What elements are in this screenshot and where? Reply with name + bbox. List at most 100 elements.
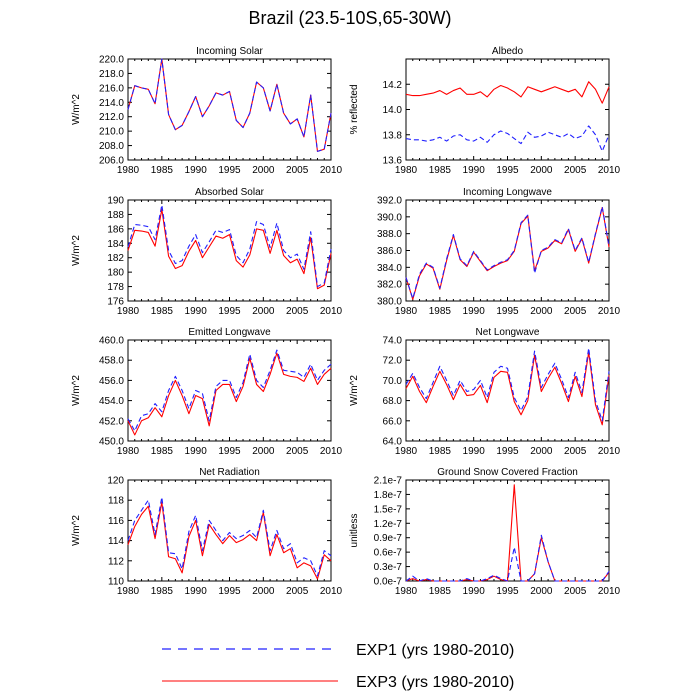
y-tick-label: 66.0: [383, 416, 403, 427]
x-tick-label: 1985: [151, 165, 174, 176]
panel-incoming-solar: Incoming Solar W/m^2 206.0 208.0 210.0 212.0 2…: [71, 46, 343, 176]
series-line-exp3: [127, 208, 332, 290]
y-tick-label: 1.8e-7: [374, 490, 403, 501]
y-tick-label: 14.2: [383, 80, 403, 91]
x-tick-label: 2000: [252, 165, 275, 176]
y-tick-label: 114: [108, 536, 124, 547]
x-tick-label: 1990: [463, 586, 486, 597]
legend-exp3-label: EXP3 (yrs 1980-2010): [356, 674, 514, 691]
y-tick-label: 13.6: [383, 156, 403, 167]
x-tick-label: 1980: [395, 165, 418, 176]
y-tick-label: 188: [107, 210, 124, 221]
x-tick-label: 2005: [564, 446, 587, 457]
x-tick-label: 1980: [395, 306, 418, 317]
x-tick-label: 1980: [395, 586, 418, 597]
y-tick-label: 72.0: [383, 356, 403, 367]
y-tick-label: 74.0: [383, 336, 403, 347]
y-tick-label: 458.0: [99, 356, 124, 367]
x-tick-label: 1995: [496, 586, 519, 597]
y-tick-label: 14.0: [383, 105, 403, 116]
series-line-exp1: [405, 125, 610, 152]
x-tick-label: 2005: [564, 165, 587, 176]
x-tick-label: 2000: [252, 586, 275, 597]
panel-title: Ground Snow Covered Fraction: [437, 467, 578, 478]
x-tick-label: 1990: [185, 306, 208, 317]
x-tick-label: 2010: [320, 306, 343, 317]
panel-incoming-longwave: Incoming Longwave 380.0 382.0 384.0 386.0 388…: [377, 187, 621, 317]
y-tick-label: 13.8: [383, 130, 403, 141]
y-tick-label: 120: [107, 476, 124, 487]
x-tick-label: 2010: [598, 446, 621, 457]
y-tick-label: 186: [107, 224, 124, 235]
series-line-exp3: [405, 207, 610, 300]
y-tick-label: 1.5e-7: [374, 504, 403, 515]
y-tick-label: 220.0: [99, 55, 124, 66]
panel-title: Albedo: [492, 46, 524, 57]
y-tick-label: 182: [107, 253, 124, 264]
legend: EXP1 (yrs 1980-2010) EXP3 (yrs 1980-2010…: [162, 642, 514, 691]
y-tick-label: 190: [107, 196, 124, 207]
x-tick-label: 2000: [252, 446, 275, 457]
x-tick-label: 1995: [218, 306, 241, 317]
panel-net-radiation: Net Radiation W/m^2 110 112 114 116 118 120 1980…: [71, 467, 343, 597]
series-line-exp1: [405, 534, 610, 582]
x-tick-label: 2005: [564, 306, 587, 317]
x-tick-label: 1985: [429, 586, 452, 597]
y-tick-label: 206.0: [99, 156, 124, 167]
plot-frame: [405, 339, 610, 442]
x-tick-label: 1995: [496, 306, 519, 317]
y-tick-label: 1.2e-7: [374, 519, 403, 530]
x-tick-label: 1990: [463, 446, 486, 457]
x-tick-label: 2005: [286, 165, 309, 176]
x-tick-label: 1980: [117, 446, 140, 457]
x-tick-label: 2005: [286, 306, 309, 317]
y-tick-label: 216.0: [99, 83, 124, 94]
y-tick-label: 218.0: [99, 69, 124, 80]
x-tick-label: 1985: [429, 446, 452, 457]
y-tick-label: 0.6e-7: [374, 548, 403, 559]
y-axis-label: W/m^2: [71, 235, 82, 266]
series-line-exp3: [127, 58, 332, 152]
y-tick-label: 180: [107, 268, 124, 279]
x-tick-label: 1985: [151, 446, 174, 457]
x-tick-label: 2000: [530, 586, 553, 597]
series-line-exp3: [127, 352, 332, 436]
x-tick-label: 1980: [117, 586, 140, 597]
x-tick-label: 2010: [598, 306, 621, 317]
series-line-exp3: [405, 351, 610, 426]
x-tick-label: 1990: [185, 586, 208, 597]
chart-panels: Incoming Solar W/m^2 206.0 208.0 210.0 212.0 2…: [71, 46, 621, 597]
y-tick-label: 452.0: [99, 416, 124, 427]
x-tick-label: 1980: [117, 165, 140, 176]
series-line-exp3: [405, 484, 610, 582]
x-tick-label: 1980: [117, 306, 140, 317]
x-tick-label: 1995: [218, 446, 241, 457]
y-tick-label: 390.0: [377, 212, 402, 223]
series-line-exp1: [127, 496, 332, 577]
y-tick-label: 70.0: [383, 376, 403, 387]
x-tick-label: 1995: [496, 446, 519, 457]
x-tick-label: 1980: [395, 446, 418, 457]
panel-title: Emitted Longwave: [188, 327, 271, 338]
series-line-exp1: [405, 347, 610, 422]
y-tick-label: 208.0: [99, 141, 124, 152]
y-tick-label: 64.0: [383, 437, 403, 448]
y-tick-label: 112: [108, 556, 124, 567]
panel-albedo: Albedo % reflected 13.6 13.8 14.0 14.2 1980 198…: [349, 46, 621, 176]
x-tick-label: 2005: [564, 586, 587, 597]
plot-frame: [127, 339, 332, 442]
plot-frame: [405, 58, 610, 161]
plot-frame: [405, 479, 610, 582]
y-tick-label: 212.0: [99, 112, 124, 123]
y-axis-label: W/m^2: [71, 94, 82, 125]
y-tick-label: 384.0: [377, 263, 402, 274]
x-tick-label: 2000: [530, 446, 553, 457]
plot-frame: [405, 199, 610, 302]
panel-title: Net Radiation: [199, 467, 260, 478]
panel-title: Incoming Solar: [196, 46, 263, 57]
y-tick-label: 116: [108, 516, 124, 527]
y-tick-label: 0.9e-7: [374, 533, 403, 544]
y-tick-label: 178: [107, 282, 124, 293]
y-tick-label: 382.0: [377, 280, 402, 291]
x-tick-label: 2010: [320, 446, 343, 457]
